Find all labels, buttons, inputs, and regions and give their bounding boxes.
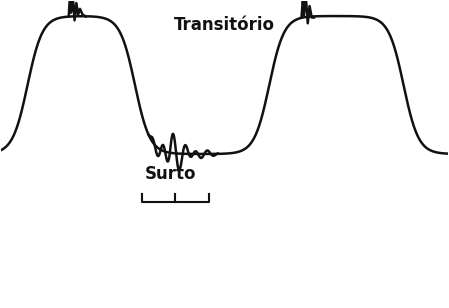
Text: Transitório: Transitório [174,16,275,34]
Text: Surto: Surto [145,165,197,184]
